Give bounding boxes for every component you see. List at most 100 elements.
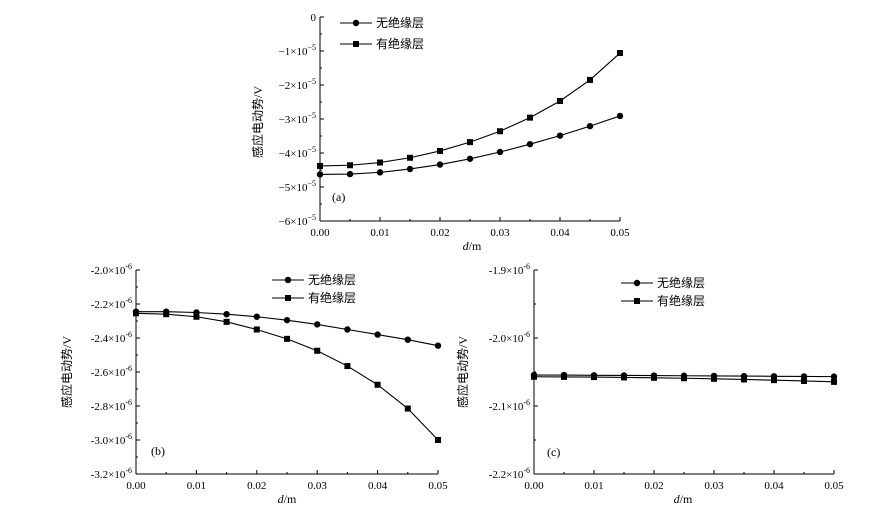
x-tick-label: 0.05 (824, 480, 844, 492)
x-tick-label: 0.05 (610, 227, 630, 239)
x-tick-label: 0.01 (187, 480, 206, 492)
x-tick-label: 0.01 (370, 227, 389, 239)
x-tick-label: 0.00 (310, 227, 330, 239)
data-point-square (284, 335, 290, 342)
x-axis-label-var: d (674, 492, 681, 506)
y-tick-label: −4×10−5 (279, 145, 316, 160)
y-tick-exponent: −5 (307, 43, 316, 52)
data-point-circle (830, 373, 838, 380)
data-point-circle (466, 155, 474, 162)
data-point-circle (404, 336, 411, 343)
y-tick-base: -3.2×10 (91, 469, 126, 481)
data-point-circle (253, 313, 260, 320)
data-point-circle (376, 169, 384, 176)
series-no-insulation (316, 112, 624, 178)
y-tick-base: −3×10 (279, 114, 308, 126)
x-axis-label-unit: /m (284, 492, 297, 506)
y-tick-label: -2.2×10-6 (91, 296, 132, 311)
data-point-square (404, 405, 411, 412)
legend-marker-square (634, 298, 640, 304)
y-tick-base: −1×10 (279, 46, 308, 58)
y-tick-exponent: -6 (523, 466, 530, 475)
data-point-square (314, 347, 321, 354)
x-tick-label: 0.04 (368, 480, 388, 492)
legend-marker-square (285, 295, 291, 301)
data-point-circle (406, 165, 414, 173)
series-line (135, 312, 439, 441)
data-point-square (253, 326, 260, 333)
y-tick-exponent: -6 (125, 432, 132, 441)
series-with-insulation (531, 373, 837, 385)
y-tick-exponent: −5 (307, 145, 316, 154)
data-point-square (467, 139, 473, 146)
y-tick-base: 0 (311, 12, 317, 24)
y-tick-exponent: -6 (125, 296, 132, 305)
series-line (319, 52, 621, 167)
x-tick-label: 0.03 (704, 480, 724, 492)
y-tick-exponent: −5 (307, 179, 316, 188)
data-point-square (561, 373, 567, 380)
x-tick-label: 0.02 (644, 480, 663, 492)
data-point-circle (346, 170, 354, 178)
y-tick-exponent: −5 (307, 213, 316, 222)
x-tick-label: 0.03 (308, 480, 328, 492)
legend-marker-circle (284, 276, 292, 284)
y-tick-label: −3×10−5 (279, 111, 316, 126)
y-tick-label: -3.0×10-6 (91, 432, 132, 447)
data-point-square (621, 374, 627, 381)
data-point-circle (223, 311, 230, 318)
x-tick-label: 0.04 (550, 227, 570, 239)
y-tick-base: -2.8×10 (91, 401, 126, 413)
data-point-square (771, 377, 777, 384)
data-point-square (801, 377, 807, 384)
y-axis-label: 感应电动势/V (455, 336, 470, 408)
legend-label: 无绝缘层 (657, 275, 705, 290)
y-tick-label: −1×10−5 (279, 43, 316, 58)
y-tick-label: -2.4×10-6 (91, 330, 132, 345)
data-point-square (831, 378, 837, 385)
panel-label: (c) (547, 445, 560, 459)
y-tick-label: -2.1×10-6 (489, 398, 530, 413)
data-point-square (347, 162, 353, 169)
x-axis-label: d/m (674, 492, 693, 506)
y-tick-label: −6×10−5 (279, 213, 316, 228)
x-axis-label-unit: /m (680, 492, 693, 506)
x-tick-label: 0.03 (490, 227, 510, 239)
data-point-square (617, 50, 623, 57)
x-tick-label: 0.00 (524, 480, 544, 492)
data-point-square (557, 97, 563, 104)
y-tick-exponent: -6 (523, 398, 530, 407)
data-point-square (163, 311, 170, 318)
data-point-square (497, 128, 503, 135)
y-tick-base: −6×10 (279, 216, 308, 228)
y-tick-label: −2×10−5 (279, 77, 316, 92)
y-tick-exponent: −5 (307, 77, 316, 86)
data-point-circle (436, 161, 444, 168)
y-tick-base: -2.2×10 (91, 299, 126, 311)
y-tick-exponent: -6 (523, 330, 530, 339)
y-tick-label: -2.8×10-6 (91, 398, 132, 413)
y-tick-base: -1.9×10 (489, 265, 524, 277)
data-point-circle (556, 132, 564, 139)
y-tick-exponent: -6 (125, 330, 132, 339)
data-point-circle (374, 331, 381, 338)
data-point-square (317, 162, 323, 169)
data-point-square (591, 374, 597, 381)
data-point-square (437, 147, 443, 154)
y-tick-exponent: -6 (125, 262, 132, 271)
data-point-square (344, 363, 351, 370)
data-point-square (435, 437, 441, 443)
data-point-square (587, 76, 593, 83)
data-point-circle (496, 148, 504, 156)
data-point-square (741, 376, 747, 383)
y-tick-label: −5×10−5 (279, 179, 316, 194)
x-axis-label-var: d (463, 239, 470, 253)
legend-label: 无绝缘层 (308, 272, 356, 287)
y-tick-base: −5×10 (279, 182, 308, 194)
y-tick-exponent: -6 (125, 398, 132, 407)
data-point-square (651, 374, 657, 381)
data-point-square (133, 310, 139, 317)
y-tick-label: -2.0×10-6 (489, 330, 530, 345)
chart-panel-b: 0.00 0.01 0.02 0.03 0.04 0.05-2.0×10-6-2.2×10… (59, 262, 448, 506)
